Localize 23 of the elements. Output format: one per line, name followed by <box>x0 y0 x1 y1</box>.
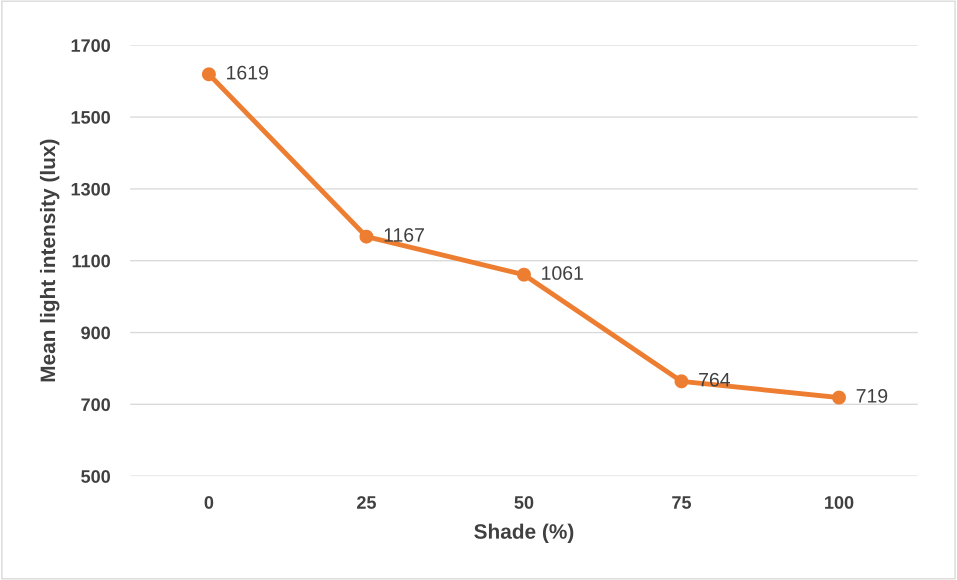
data-label: 1167 <box>384 228 424 242</box>
x-tick-label: 25 <box>357 496 376 509</box>
y-tick-label: 900 <box>81 326 110 340</box>
point <box>832 390 846 404</box>
y-tick-label: 1500 <box>72 111 110 124</box>
y-tick-label: 700 <box>81 398 110 412</box>
x-tick-label: 100 <box>825 496 854 509</box>
y-axis-title: Mean light intensity (lux) <box>40 140 60 382</box>
y-tick-label: 1100 <box>72 254 110 268</box>
point <box>674 374 688 388</box>
data-label: 1619 <box>227 66 268 80</box>
data-label: 1061 <box>542 266 583 280</box>
x-tick-label: 50 <box>514 496 534 509</box>
x-tick-label: 75 <box>672 496 692 509</box>
y-tick-label: 1300 <box>72 182 110 196</box>
x-axis-title: Shade (%) <box>474 524 574 543</box>
y-tick-label: 1700 <box>72 39 110 52</box>
point <box>359 230 374 244</box>
y-tick-label: 500 <box>81 470 110 483</box>
point <box>202 67 216 82</box>
data-label: 719 <box>856 388 888 403</box>
x-tick-label: 0 <box>204 496 214 509</box>
point <box>517 268 531 282</box>
